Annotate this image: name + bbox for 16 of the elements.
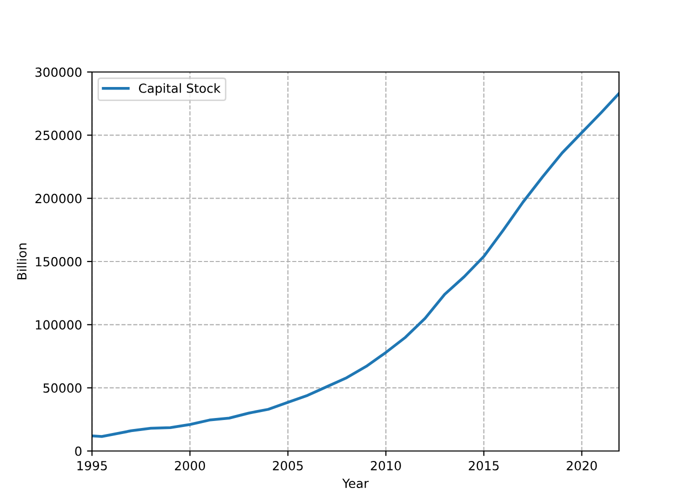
x-tick-label: 2010 <box>370 460 401 470</box>
x-tick-label: 2015 <box>468 460 499 470</box>
y-tick-label: 0 <box>75 446 82 456</box>
y-axis-title: Billion <box>16 244 27 280</box>
y-tick-label: 150000 <box>36 256 82 266</box>
x-tick-label: 1995 <box>77 460 107 470</box>
y-tick-label: 50000 <box>43 383 82 393</box>
x-tick-label: 2020 <box>566 460 597 470</box>
x-tick-label: 2000 <box>174 460 206 470</box>
y-tick-label: 100000 <box>36 320 82 330</box>
legend-label: Capital Stock <box>138 83 221 96</box>
x-axis-title: Year <box>342 478 369 488</box>
y-tick-label: 200000 <box>35 194 82 204</box>
x-tick-label: 2005 <box>272 460 303 470</box>
y-tick-label: 250000 <box>35 130 82 140</box>
y-tick-label: 300000 <box>36 67 82 77</box>
